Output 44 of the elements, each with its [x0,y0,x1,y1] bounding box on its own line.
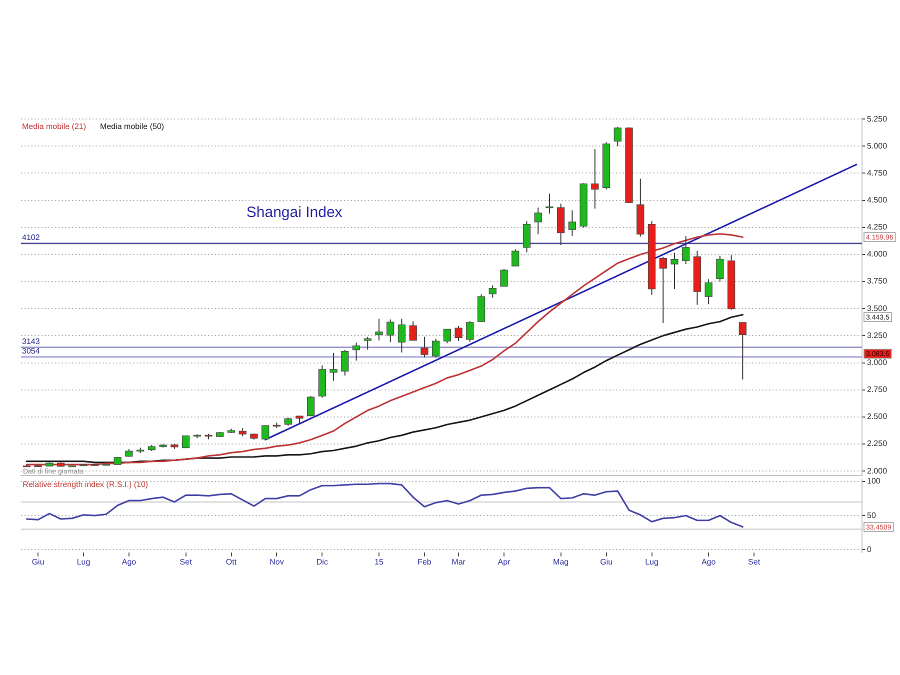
x-tick-label: 15 [374,557,384,566]
y-tick-label: 5.250 [867,114,888,124]
ref-line-label: 3143 [22,336,40,346]
x-tick-label: Lug [76,557,90,566]
x-tick-label: Feb [418,557,432,566]
y-tick-label: 4.500 [867,196,888,205]
candlestick [682,236,690,265]
y-tick-label: 100 [867,476,881,486]
y-tick-label: 50 [867,510,876,520]
y-tick-label: 3.250 [867,330,888,340]
text: Media mobile (50) [100,122,164,132]
candlestick [522,220,531,253]
x-tick-label: Ott [226,557,238,566]
x-tick-label: Mar [452,557,466,566]
y-tick-label: 3.000 [867,358,888,367]
y-tick-label: 3.750 [867,276,888,286]
x-tick-label: Giu [600,557,613,566]
x-tick-label: Lug [645,557,658,566]
x-tick-label: Ago [701,557,716,566]
y-tick-label: 0 [867,544,872,554]
x-tick-label: Ago [122,557,137,566]
x-tick-label: Set [748,557,761,566]
y-tick-label: 2.000 [867,466,888,476]
y-tick-label: 5.000 [867,141,888,150]
x-tick-label: Mag [553,557,569,566]
x-tick-label: Set [180,557,193,566]
ref-line-label: 3054 [22,346,40,356]
ref-line-label: 4102 [22,233,40,242]
y-tick-label: 4.000 [867,250,888,259]
y-tick-label: 4.750 [867,168,888,178]
y-tick-label: 3.500 [867,304,888,313]
chart-title: Relative strength index (R.S.I.) (10) [22,480,148,489]
text: Media mobile (21) [22,122,86,132]
x-tick-label: Nov [270,557,284,566]
x-tick-label: Apr [498,557,511,566]
y-tick-label: 2.750 [867,385,888,394]
text: Shangai Index [246,204,343,221]
y-tick-label: 2.250 [867,439,888,448]
x-tick-label: Giu [32,557,44,566]
y-tick-label: 4.250 [867,222,888,232]
candlestick [341,349,349,376]
x-tick-label: Dic [316,557,328,566]
y-tick-label: 2.500 [867,412,888,422]
candlestick [398,318,406,353]
